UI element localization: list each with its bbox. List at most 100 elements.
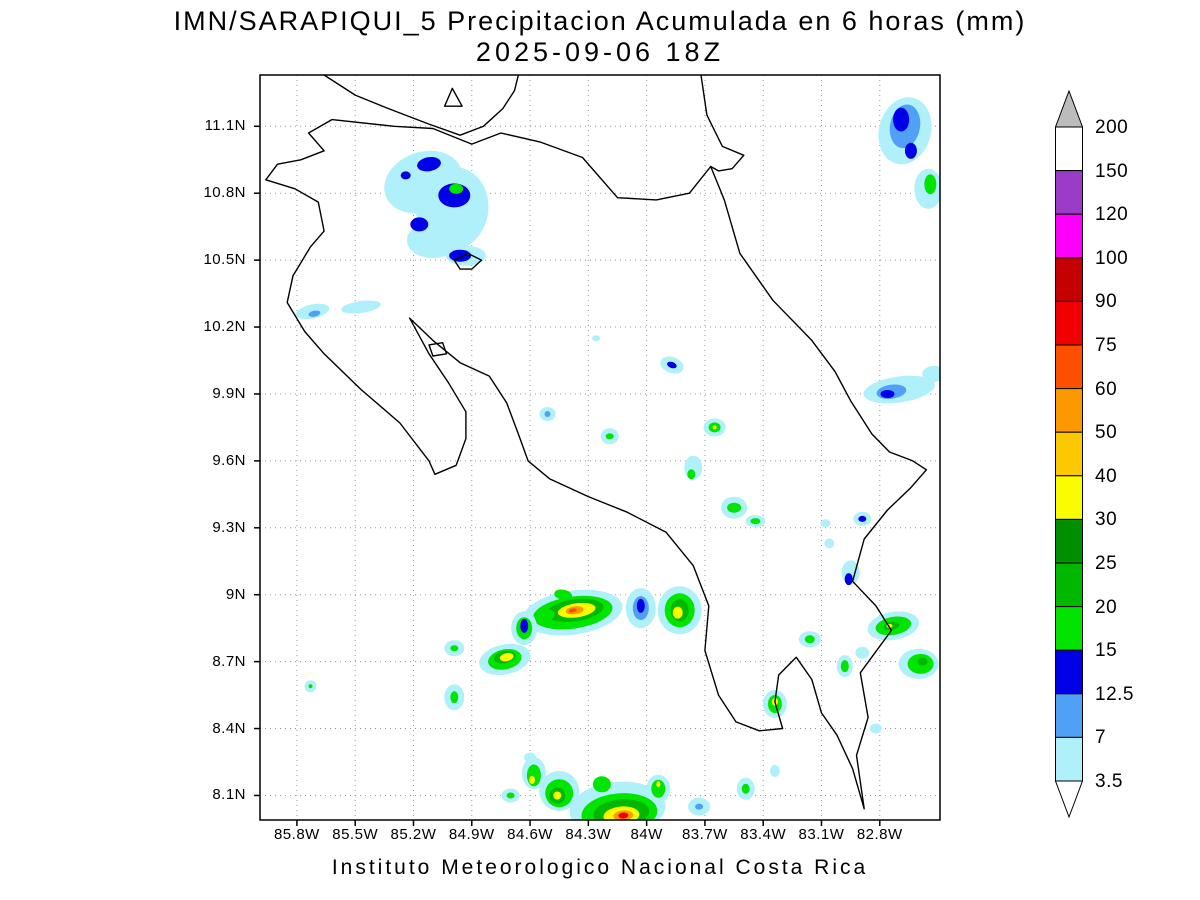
precip-cell: [904, 142, 917, 159]
precip-cell: [636, 598, 645, 613]
x-tick-label: 85.5W: [332, 826, 379, 843]
precip-cell: [869, 723, 882, 734]
precip-cell: [855, 646, 870, 659]
y-tick-label: 9.6N: [212, 451, 246, 469]
precip-cell: [529, 775, 535, 784]
precip-cell: [450, 645, 459, 652]
precip-cell: [410, 217, 429, 232]
colorbar-segment: [1055, 736, 1083, 782]
precip-cell: [651, 779, 666, 798]
colorbar-segment: [1055, 606, 1083, 651]
x-tick-label: 84.9W: [448, 826, 495, 843]
precip-cell: [824, 538, 835, 549]
colorbar-label: 60: [1095, 378, 1118, 400]
precip-cell: [449, 249, 472, 262]
colorbar-label: 25: [1095, 553, 1118, 574]
precip-cell: [536, 608, 555, 621]
precip-cell: [656, 781, 661, 788]
coastline-costa-rica: [265, 118, 928, 810]
y-tick-label: 10.8N: [203, 184, 246, 202]
chart-subtitle-datetime: 2025-09-06 18Z: [475, 37, 725, 67]
precip-cell: [592, 335, 601, 342]
precip-cell: [568, 608, 577, 613]
precip-cell: [750, 518, 761, 525]
x-tick-label: 85.8W: [273, 826, 320, 843]
gridlines: [260, 75, 940, 820]
precip-cell: [741, 783, 750, 794]
precip-cell: [917, 657, 928, 666]
x-tick-label: 82.8W: [856, 826, 903, 843]
precip-cell: [858, 515, 867, 522]
x-tick-label: 83.4W: [740, 826, 787, 843]
coastlines: [265, 75, 928, 810]
y-tick-label: 11.1N: [204, 117, 246, 135]
colorbar-segment: [1055, 431, 1083, 477]
x-tick-label: 84W: [630, 826, 663, 843]
colorbar-segment: [1055, 475, 1083, 520]
x-axis-labels: 85.8W 85.5W 85.2W 84.9W 84.6W 84.3W 84W 83.7W 83…: [250, 826, 950, 848]
colorbar-label: 200: [1095, 117, 1129, 138]
footer-attribution: Instituto Meteorologico Nacional Costa R…: [331, 856, 869, 879]
colorbar-label: 90: [1095, 291, 1118, 313]
x-tick-label: 83.1W: [798, 826, 845, 843]
x-tick-label: 83.7W: [681, 826, 728, 843]
precip-cell: [687, 469, 696, 480]
colorbar-label: 3.5: [1095, 771, 1123, 792]
precip-cell: [844, 573, 853, 586]
precip-cell: [605, 433, 614, 440]
precip-cell: [506, 792, 515, 799]
precip-cell: [712, 425, 717, 430]
precip-cell: [520, 618, 529, 633]
map-canvas: [254, 74, 941, 826]
precip-cell: [308, 310, 321, 317]
axis-ticks: [254, 125, 881, 826]
colorbar-label: 12.5: [1095, 683, 1134, 705]
precip-cell: [526, 764, 541, 787]
precip-cell: [695, 803, 704, 810]
y-tick-label: 10.5N: [203, 251, 246, 269]
y-tick-label: 8.4N: [212, 719, 246, 737]
colorbar-segment: [1055, 257, 1083, 302]
precip-cell: [672, 606, 683, 619]
precip-cell: [804, 635, 815, 644]
plot-frame: [259, 74, 941, 821]
coastline-nicaragua-caribbean-coast: [700, 75, 745, 172]
colorbar-segment: [1055, 344, 1083, 390]
precip-cell: [449, 183, 464, 194]
precip-cell: [417, 156, 441, 172]
precip-cells: [295, 97, 940, 820]
coastline-lake-arenal: [453, 252, 483, 270]
colorbar-canvas: [1054, 89, 1084, 819]
y-tick-label: 9N: [225, 585, 246, 603]
y-tick-label: 8.1N: [212, 786, 246, 804]
precip-cell: [544, 411, 551, 417]
precip-cell: [341, 300, 381, 314]
precip-cell: [553, 791, 562, 800]
y-tick-label: 8.7N: [212, 652, 246, 670]
colorbar-segment: [1055, 693, 1083, 738]
precip-cell: [592, 776, 611, 793]
precip-cell: [727, 502, 742, 513]
precip-cell: [820, 519, 831, 528]
y-tick-label: 9.3N: [212, 518, 246, 536]
y-tick-label: 9.9N: [212, 384, 246, 402]
precip-cell: [924, 174, 937, 195]
colorbar-label: 40: [1095, 465, 1118, 487]
chart-title: IMN/SARAPIQUI_5 Precipitacion Acumulada …: [173, 6, 1027, 36]
x-tick-label: 84.3W: [565, 826, 612, 843]
colorbar-segment: [1055, 562, 1083, 608]
precip-cell: [769, 764, 780, 777]
colorbar-segment: [1055, 213, 1083, 259]
x-tick-label: 84.6W: [507, 826, 553, 843]
map-area: 11.1N 10.8N 10.5N 10.2N 9.9N 9.6N 9.3N 9N 8.7N 8.…: [203, 65, 950, 865]
x-tick-label: 85.2W: [390, 826, 437, 843]
colorbar-label: 120: [1095, 204, 1129, 226]
precip-cell: [618, 812, 629, 819]
precip-cell: [554, 589, 573, 600]
colorbar-label: 20: [1095, 596, 1118, 618]
precip-cell: [667, 361, 677, 369]
colorbar-label: 7: [1095, 727, 1107, 749]
colorbar-arrow-bottom: [1054, 780, 1084, 819]
coastline-isla-chira: [428, 342, 448, 357]
precip-cell: [880, 390, 895, 398]
